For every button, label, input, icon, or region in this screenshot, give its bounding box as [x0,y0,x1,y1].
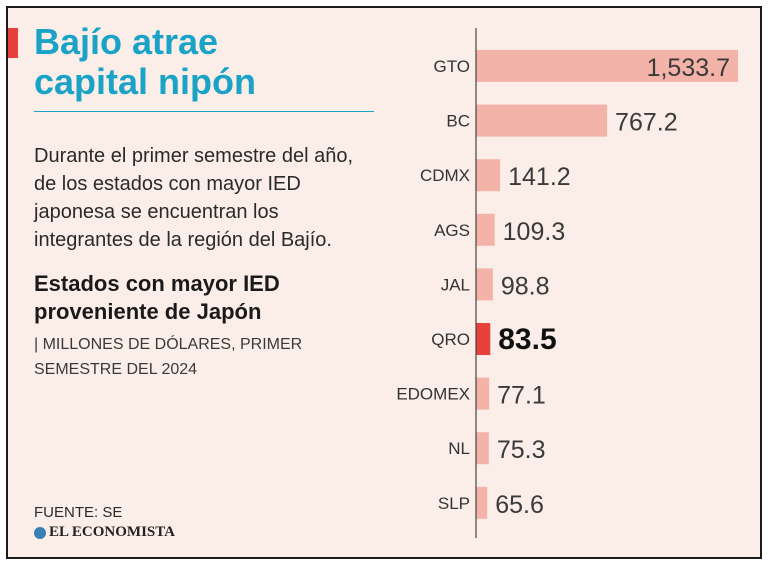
page-title: Bajío atrae capital nipón [34,22,374,102]
lead-paragraph: Durante el primer semestre del año, de l… [34,145,354,251]
bar-slp [476,486,488,519]
value-label-ags: 109.3 [503,218,566,246]
category-label-cdmx: CDMX [420,166,470,185]
value-label-nl: 75.3 [497,436,546,464]
bar-edomex [476,377,490,410]
category-label-bc: BC [446,112,470,131]
bar-chart: GTO 1,533.7 BC 767.2 CDMX 141.2 AGS 109.3 JAL 98.… [396,28,738,538]
value-label-cdmx: 141.2 [508,163,571,191]
brand-name: EL ECONOMISTA [49,524,175,540]
value-label-qro: 83.5 [498,323,556,356]
subtitle-line-1: Estados con mayor IED [34,271,280,296]
units-note: | MILLONES DE DÓLARES, PRIMER SEMESTRE D… [34,332,334,382]
category-label-qro: QRO [431,330,470,349]
brand-logo: EL ECONOMISTA [34,524,175,541]
chart-subtitle: Estados con mayor IED proveniente de Jap… [34,270,354,326]
bar-jal [476,268,493,301]
units-line-1: | MILLONES DE DÓLARES, PRIMER [34,336,303,353]
value-label-bc: 767.2 [615,109,678,137]
bar-nl [476,432,489,465]
bar-bc [476,104,608,137]
value-label-jal: 98.8 [501,272,550,300]
title-line-2: capital nipón [34,61,257,102]
source-note: FUENTE: SE [34,504,123,521]
title-line-1: Bajío atrae [34,21,219,62]
value-label-edomex: 77.1 [497,382,546,410]
bar-ags [476,213,495,246]
units-line-2: SEMESTRE DEL 2024 [34,361,198,378]
value-label-slp: 65.6 [495,491,544,519]
category-label-ags: AGS [434,221,470,240]
category-label-gto: GTO [433,57,470,76]
category-label-slp: SLP [438,494,470,513]
bar-gto [476,50,738,82]
bar-qro [476,323,491,355]
category-label-jal: JAL [441,275,470,294]
title-accent-bar [8,28,18,58]
value-label-gto: 1,533.7 [647,54,730,82]
bar-cdmx [476,159,501,192]
infographic-frame: Bajío atrae capital nipón Durante el pri… [6,6,762,559]
subtitle-line-2: proveniente de Japón [34,299,262,324]
title-divider [34,111,374,112]
category-label-edomex: EDOMEX [396,385,470,404]
category-label-nl: NL [448,439,470,458]
brand-icon [34,526,46,539]
